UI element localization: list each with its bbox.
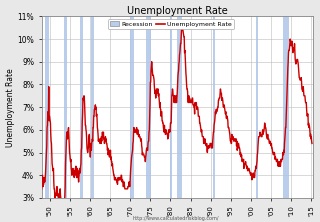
Y-axis label: Unemployment Rate: Unemployment Rate	[5, 68, 14, 147]
Bar	[177, 16, 182, 198]
Bar	[171, 16, 172, 198]
Bar	[213, 16, 215, 198]
Bar	[91, 16, 94, 198]
Bar	[256, 16, 258, 198]
Bar	[146, 16, 151, 198]
Bar	[283, 16, 289, 198]
Title: Unemployment Rate: Unemployment Rate	[127, 6, 228, 16]
Bar	[80, 16, 83, 198]
Bar	[45, 16, 49, 198]
Bar	[64, 16, 67, 198]
Text: http://www.calculatedriskblog.com/: http://www.calculatedriskblog.com/	[133, 216, 219, 221]
Bar	[130, 16, 133, 198]
Legend: Recession, Unemployment Rate: Recession, Unemployment Rate	[108, 20, 234, 29]
